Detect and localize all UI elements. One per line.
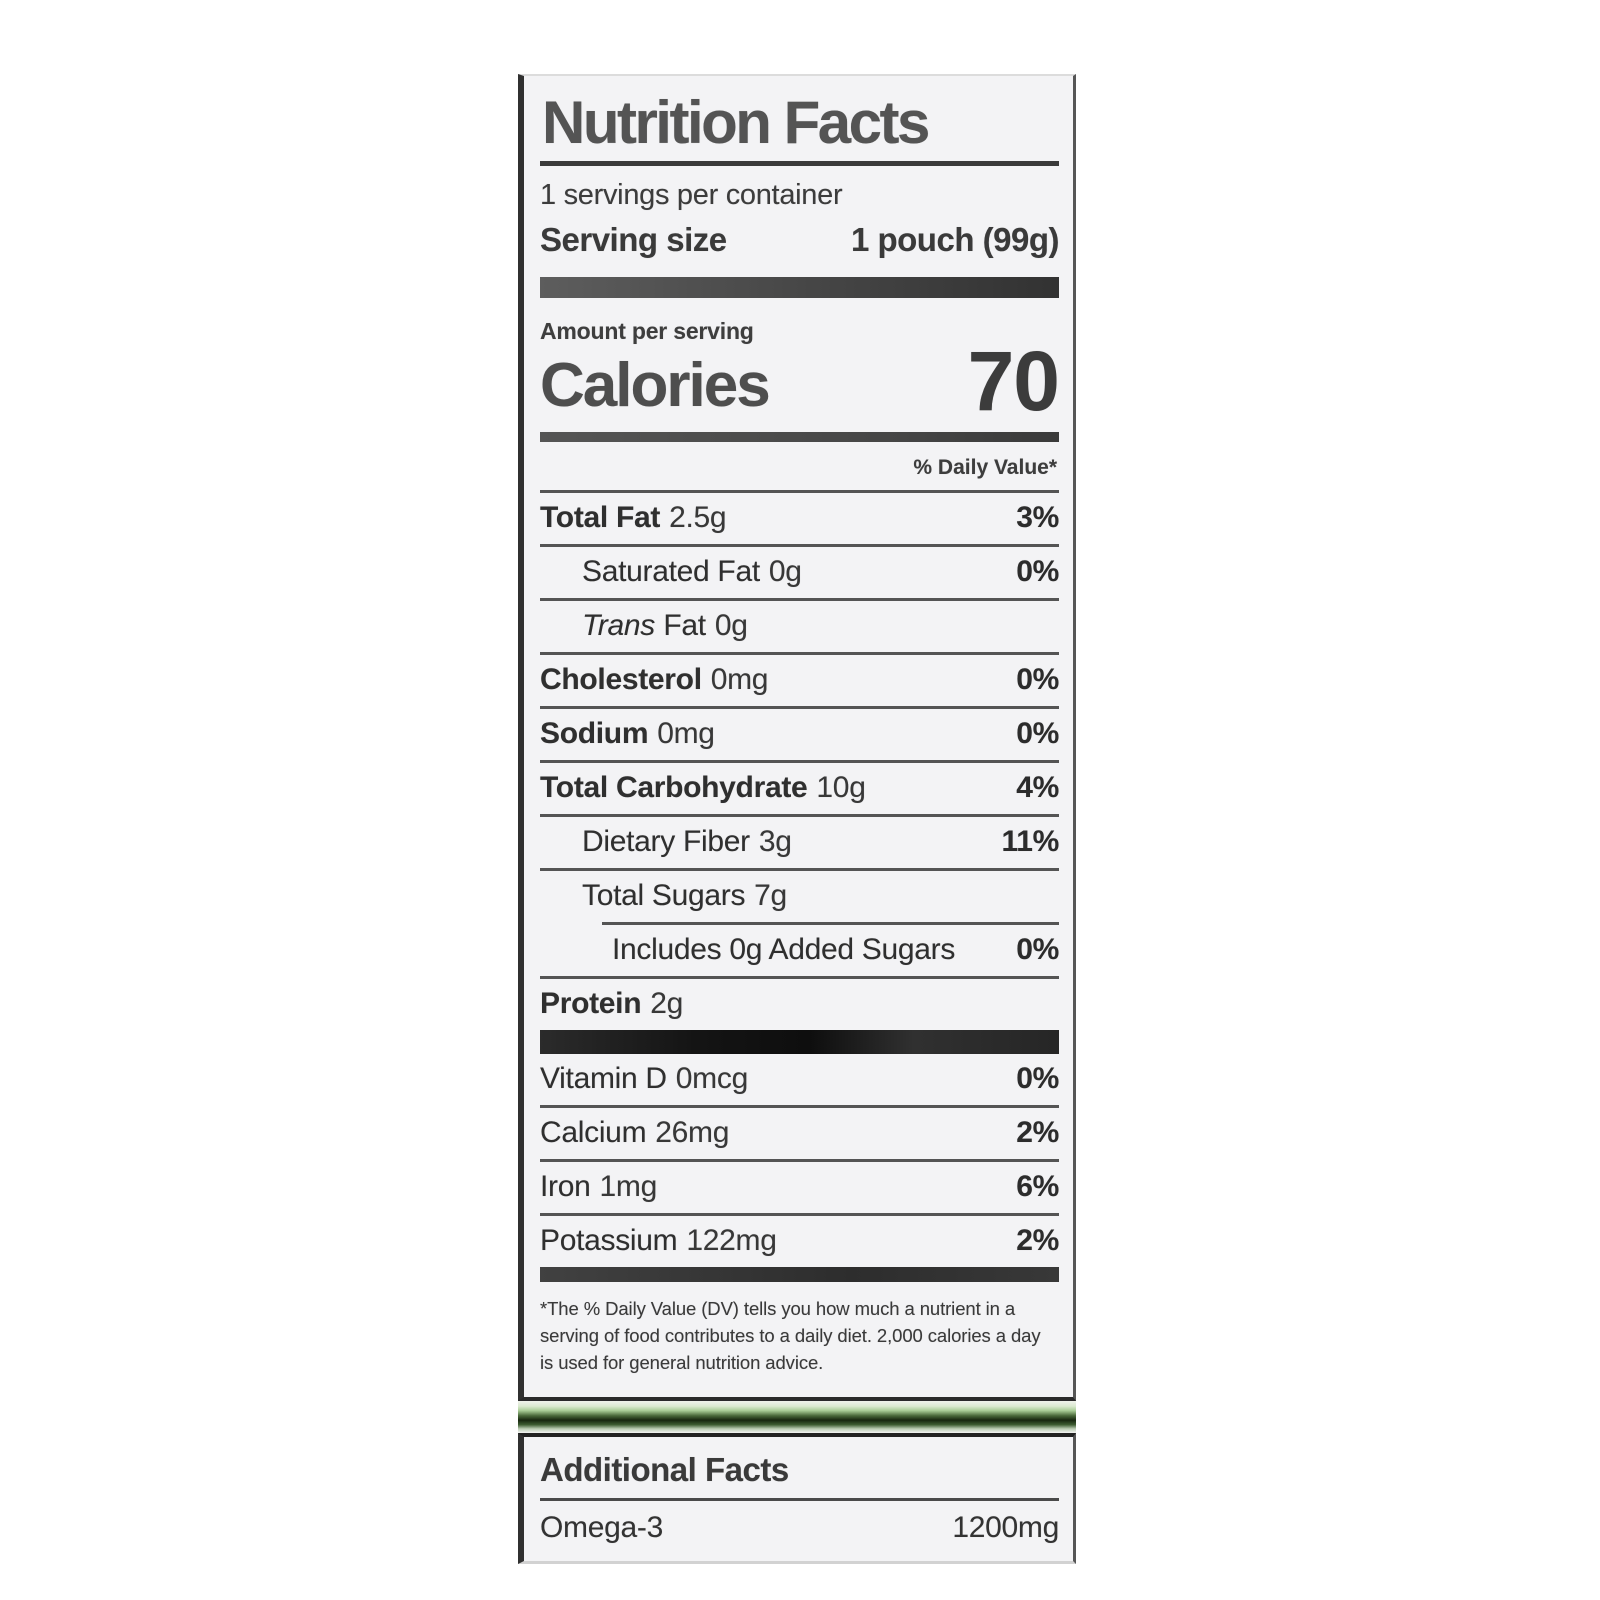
serving-size-label: Serving size: [540, 221, 727, 259]
nutrient-dv: 0%: [1016, 663, 1059, 697]
micronutrient-row-vitamin-d: Vitamin D 0mcg 0%: [540, 1054, 1059, 1105]
nutrient-name: Omega-3: [540, 1510, 663, 1544]
nutrient-row-total-sugars: Total Sugars 7g: [540, 871, 1059, 922]
nutrient-row-trans-fat: Trans Fat 0g: [540, 601, 1059, 652]
nutrient-dv: 0%: [1016, 1062, 1059, 1096]
divider: [540, 1105, 1059, 1109]
divider-black-bar: [540, 1030, 1059, 1055]
package-green-strip: [518, 1400, 1076, 1433]
micronutrient-row-calcium: Calcium 26mg 2%: [540, 1108, 1059, 1159]
nutrient-name: Potassium: [540, 1224, 678, 1258]
divider: [540, 706, 1059, 710]
divider-thick-bar: [540, 277, 1059, 299]
nutrient-amount: 0mcg: [675, 1062, 748, 1096]
divider: [602, 922, 1059, 926]
daily-value-header: % Daily Value*: [913, 456, 1057, 480]
nutrient-amount: 1mg: [599, 1170, 658, 1204]
nutrition-label: Nutrition Facts 1 servings per container…: [518, 74, 1076, 1564]
divider: [540, 1159, 1059, 1163]
serving-size-value: 1 pouch (99g): [850, 221, 1060, 259]
nutrient-row-dietary-fiber: Dietary Fiber 3g 11%: [540, 817, 1059, 868]
nutrient-dv: 0%: [1016, 933, 1059, 967]
nutrient-amount: 0g: [768, 555, 802, 589]
nutrient-amount: 10g: [816, 771, 866, 805]
nutrient-name: Vitamin D: [540, 1062, 667, 1096]
calories-value: 70: [967, 334, 1060, 429]
divider: [540, 1213, 1059, 1217]
nutrient-name: Total Carbohydrate: [540, 771, 808, 805]
nutrient-name: Fat: [663, 609, 706, 643]
nutrient-row-cholesterol: Cholesterol 0mg 0%: [540, 655, 1059, 706]
divider: [540, 490, 1059, 494]
nutrient-name: Total Sugars: [582, 879, 746, 913]
nutrient-amount: 3g: [758, 825, 792, 859]
nutrient-row-saturated-fat: Saturated Fat 0g 0%: [540, 547, 1059, 598]
nutrient-row-sodium: Sodium 0mg 0%: [540, 709, 1059, 760]
divider: [540, 868, 1059, 872]
micronutrient-row-potassium: Potassium 122mg 2%: [540, 1216, 1059, 1267]
nutrient-name: Total Fat: [540, 501, 661, 535]
nutrient-dv: 6%: [1016, 1170, 1059, 1204]
nutrient-row-added-sugars: Includes 0g Added Sugars 0%: [540, 925, 1059, 976]
nutrient-dv: 2%: [1016, 1116, 1059, 1150]
nutrient-dv: 0%: [1016, 717, 1059, 751]
additional-fact-row-omega3: Omega-3 1200mg: [540, 1501, 1059, 1555]
nutrient-name-italic: Trans: [582, 609, 655, 643]
additional-facts-panel: Additional Facts Omega-3 1200mg: [518, 1432, 1076, 1564]
nutrient-dv: 11%: [1001, 825, 1060, 859]
nutrient-amount: 2g: [650, 987, 684, 1021]
panel-title: Nutrition Facts: [540, 86, 1059, 167]
servings-per-container: 1 servings per container: [540, 179, 843, 212]
divider: [540, 652, 1059, 656]
nutrient-row-total-carbohydrate: Total Carbohydrate 10g 4%: [540, 763, 1059, 814]
nutrient-amount: 1200mg: [952, 1510, 1059, 1544]
nutrient-dv: 4%: [1016, 771, 1059, 805]
calories-label: Calories: [540, 351, 771, 421]
divider-thick-bar: [540, 1267, 1059, 1283]
additional-facts-title: Additional Facts: [540, 1451, 1059, 1501]
serving-size-row: Serving size 1 pouch (99g): [540, 221, 1060, 277]
nutrient-dv: 0%: [1016, 555, 1059, 589]
nutrient-name: Saturated Fat: [582, 555, 760, 589]
nutrient-name: Calcium: [540, 1116, 647, 1150]
nutrition-facts-panel: Nutrition Facts 1 servings per container…: [518, 74, 1076, 1401]
nutrient-amount: 2.5g: [669, 501, 727, 535]
nutrient-amount: 0mg: [710, 663, 769, 697]
divider: [540, 760, 1059, 764]
nutrient-row-total-fat: Total Fat 2.5g 3%: [540, 493, 1059, 544]
divider-medium-bar: [540, 432, 1059, 443]
nutrient-amount: 26mg: [655, 1116, 730, 1150]
nutrient-dv: 2%: [1016, 1224, 1059, 1258]
nutrient-dv: 3%: [1016, 501, 1059, 535]
nutrient-amount: 0mg: [657, 717, 715, 751]
nutrient-name: Cholesterol: [540, 663, 702, 697]
nutrient-amount: 122mg: [686, 1224, 777, 1258]
calories-row: Calories 70: [540, 334, 1060, 429]
divider: [540, 598, 1059, 602]
micronutrient-row-iron: Iron 1mg 6%: [540, 1162, 1059, 1213]
nutrient-name: Includes 0g Added Sugars: [612, 933, 956, 967]
nutrient-name: Iron: [540, 1170, 591, 1204]
divider: [540, 814, 1059, 818]
daily-value-footnote: *The % Daily Value (DV) tells you how mu…: [540, 1298, 1041, 1374]
nutrient-row-protein: Protein 2g: [540, 979, 1059, 1030]
nutrient-amount: 7g: [754, 879, 787, 913]
nutrient-name: Dietary Fiber: [582, 825, 750, 859]
divider: [540, 544, 1059, 548]
divider: [540, 976, 1059, 980]
amount-per-serving-label: Amount per serving: [540, 318, 754, 345]
nutrient-amount: 0g: [714, 609, 748, 643]
nutrient-name: Sodium: [540, 717, 649, 751]
nutrient-name: Protein: [540, 987, 642, 1021]
